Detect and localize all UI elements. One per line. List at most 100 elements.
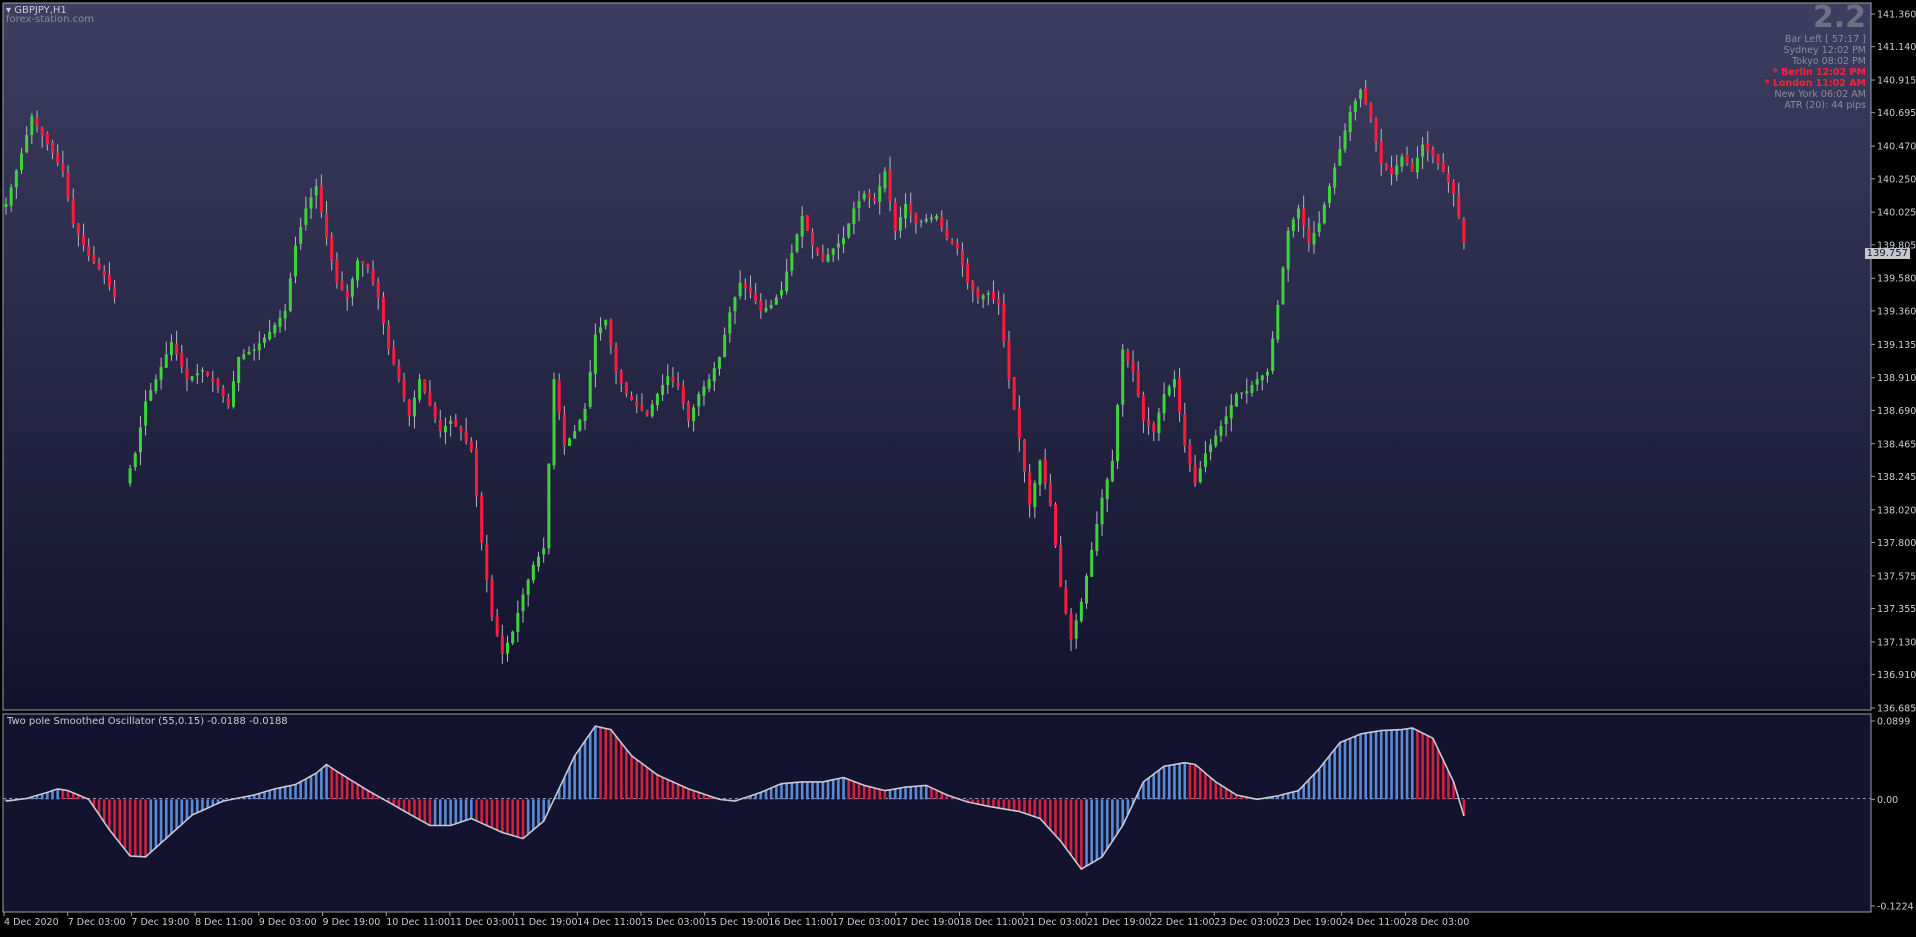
oscillator-bar [775, 785, 778, 800]
oscillator-bar [294, 784, 297, 800]
oscillator-bar [46, 792, 49, 800]
candle-body [1198, 468, 1202, 483]
candle-body [1183, 414, 1187, 446]
candle-body [1012, 377, 1016, 409]
oscillator-bar [542, 799, 545, 822]
oscillator-bar [1431, 738, 1435, 800]
oscillator-bar [650, 771, 654, 800]
oscillator-bar [35, 795, 39, 800]
oscillator-bar [847, 779, 851, 800]
oscillator-bar [242, 797, 246, 800]
oscillator-bar [51, 790, 54, 800]
oscillator-bar [930, 787, 933, 800]
oscillator-bar [444, 799, 447, 826]
candle-body [1162, 394, 1166, 414]
oscillator-bar [247, 795, 251, 800]
oscillator-bar [495, 799, 499, 831]
main-pane-frame [2, 2, 1872, 711]
oscillator-bar [769, 788, 773, 800]
candle-body [1131, 361, 1135, 372]
oscillator-histogram [4, 725, 1466, 871]
candle-body [888, 169, 892, 202]
candle-body [924, 218, 928, 222]
oscillator-bar [1183, 762, 1187, 800]
oscillator-bar [413, 799, 416, 817]
candle-body [474, 448, 478, 497]
oscillator-bar [335, 771, 339, 800]
candle-body [366, 264, 370, 268]
oscillator-bar [707, 795, 711, 800]
candle-body [350, 278, 354, 297]
oscillator-bar [635, 759, 639, 800]
oscillator-bar [1167, 765, 1171, 800]
candle-body [169, 342, 173, 356]
candle-body [914, 213, 918, 224]
oscillator-bar [159, 799, 163, 843]
candle-body [1317, 223, 1321, 232]
candle-body [242, 354, 246, 359]
candle-body [469, 441, 473, 451]
time-tick-label: 17 Dec 19:00 [896, 917, 960, 928]
oscillator-bar [464, 799, 468, 821]
candle-body [35, 117, 39, 126]
candle-body [578, 420, 582, 431]
candle-body [138, 427, 142, 453]
candle-body [252, 349, 256, 351]
candle-body [1446, 173, 1450, 183]
oscillator-bar [573, 755, 576, 800]
oscillator-bar [1379, 730, 1383, 800]
candle-body [1234, 394, 1238, 407]
oscillator-bar [1364, 733, 1368, 800]
oscillator-bar [645, 767, 649, 800]
oscillator-bar [1338, 742, 1342, 800]
oscillator-bar [1012, 799, 1016, 811]
symbol-label[interactable]: ▾ GBPJPY,H1 [6, 5, 67, 16]
candle-body [1074, 620, 1078, 639]
price-tick-label: 141.360 [1877, 10, 1916, 21]
oscillator-bar [1074, 799, 1078, 863]
oscillator-bar [604, 728, 608, 800]
candle-body [537, 556, 541, 567]
candle-body [1152, 424, 1156, 432]
oscillator-bar [1178, 763, 1181, 800]
candle-body [495, 616, 499, 636]
oscillator-bar [387, 799, 390, 803]
oscillator-bar [909, 786, 913, 800]
oscillator-bar [164, 799, 168, 839]
candle-body [438, 419, 442, 432]
candle-body [852, 208, 856, 225]
candle-body [1359, 89, 1363, 99]
oscillator-bar [97, 799, 101, 815]
symbol-text: GBPJPY,H1 [14, 5, 67, 16]
oscillator-bar [1136, 792, 1140, 800]
oscillator-bar [438, 799, 442, 826]
oscillator-bar [712, 797, 716, 800]
oscillator-bar [702, 794, 706, 800]
candle-body [630, 395, 634, 400]
oscillator-bar [1095, 799, 1099, 860]
oscillator-bar [821, 781, 825, 800]
candle-body [464, 430, 468, 441]
candle-body [609, 319, 613, 346]
oscillator-bar [118, 799, 122, 843]
session-info-row: ATR (20): 44 pips [1784, 100, 1866, 111]
candle-body [4, 204, 8, 207]
oscillator-bar [1043, 799, 1047, 825]
oscillator-bar [1286, 793, 1290, 800]
candle-body [288, 278, 292, 311]
price-tick-label: 140.250 [1877, 174, 1916, 185]
candle-body [1214, 435, 1218, 446]
time-tick-label: 23 Dec 19:00 [1278, 917, 1342, 928]
candle-body [1054, 504, 1058, 547]
dropdown-triangle-icon[interactable]: ▾ [6, 5, 12, 16]
oscillator-bar [831, 779, 835, 800]
oscillator-bar [1049, 799, 1052, 830]
oscillator-bar [30, 796, 34, 800]
oscillator-bar [806, 781, 809, 800]
current-price-badge: 139.757 [1864, 248, 1910, 259]
candle-body [133, 453, 137, 468]
oscillator-bar [857, 783, 861, 800]
oscillator-bar [1054, 799, 1057, 836]
candle-body [795, 234, 799, 252]
candle-body [650, 404, 654, 417]
